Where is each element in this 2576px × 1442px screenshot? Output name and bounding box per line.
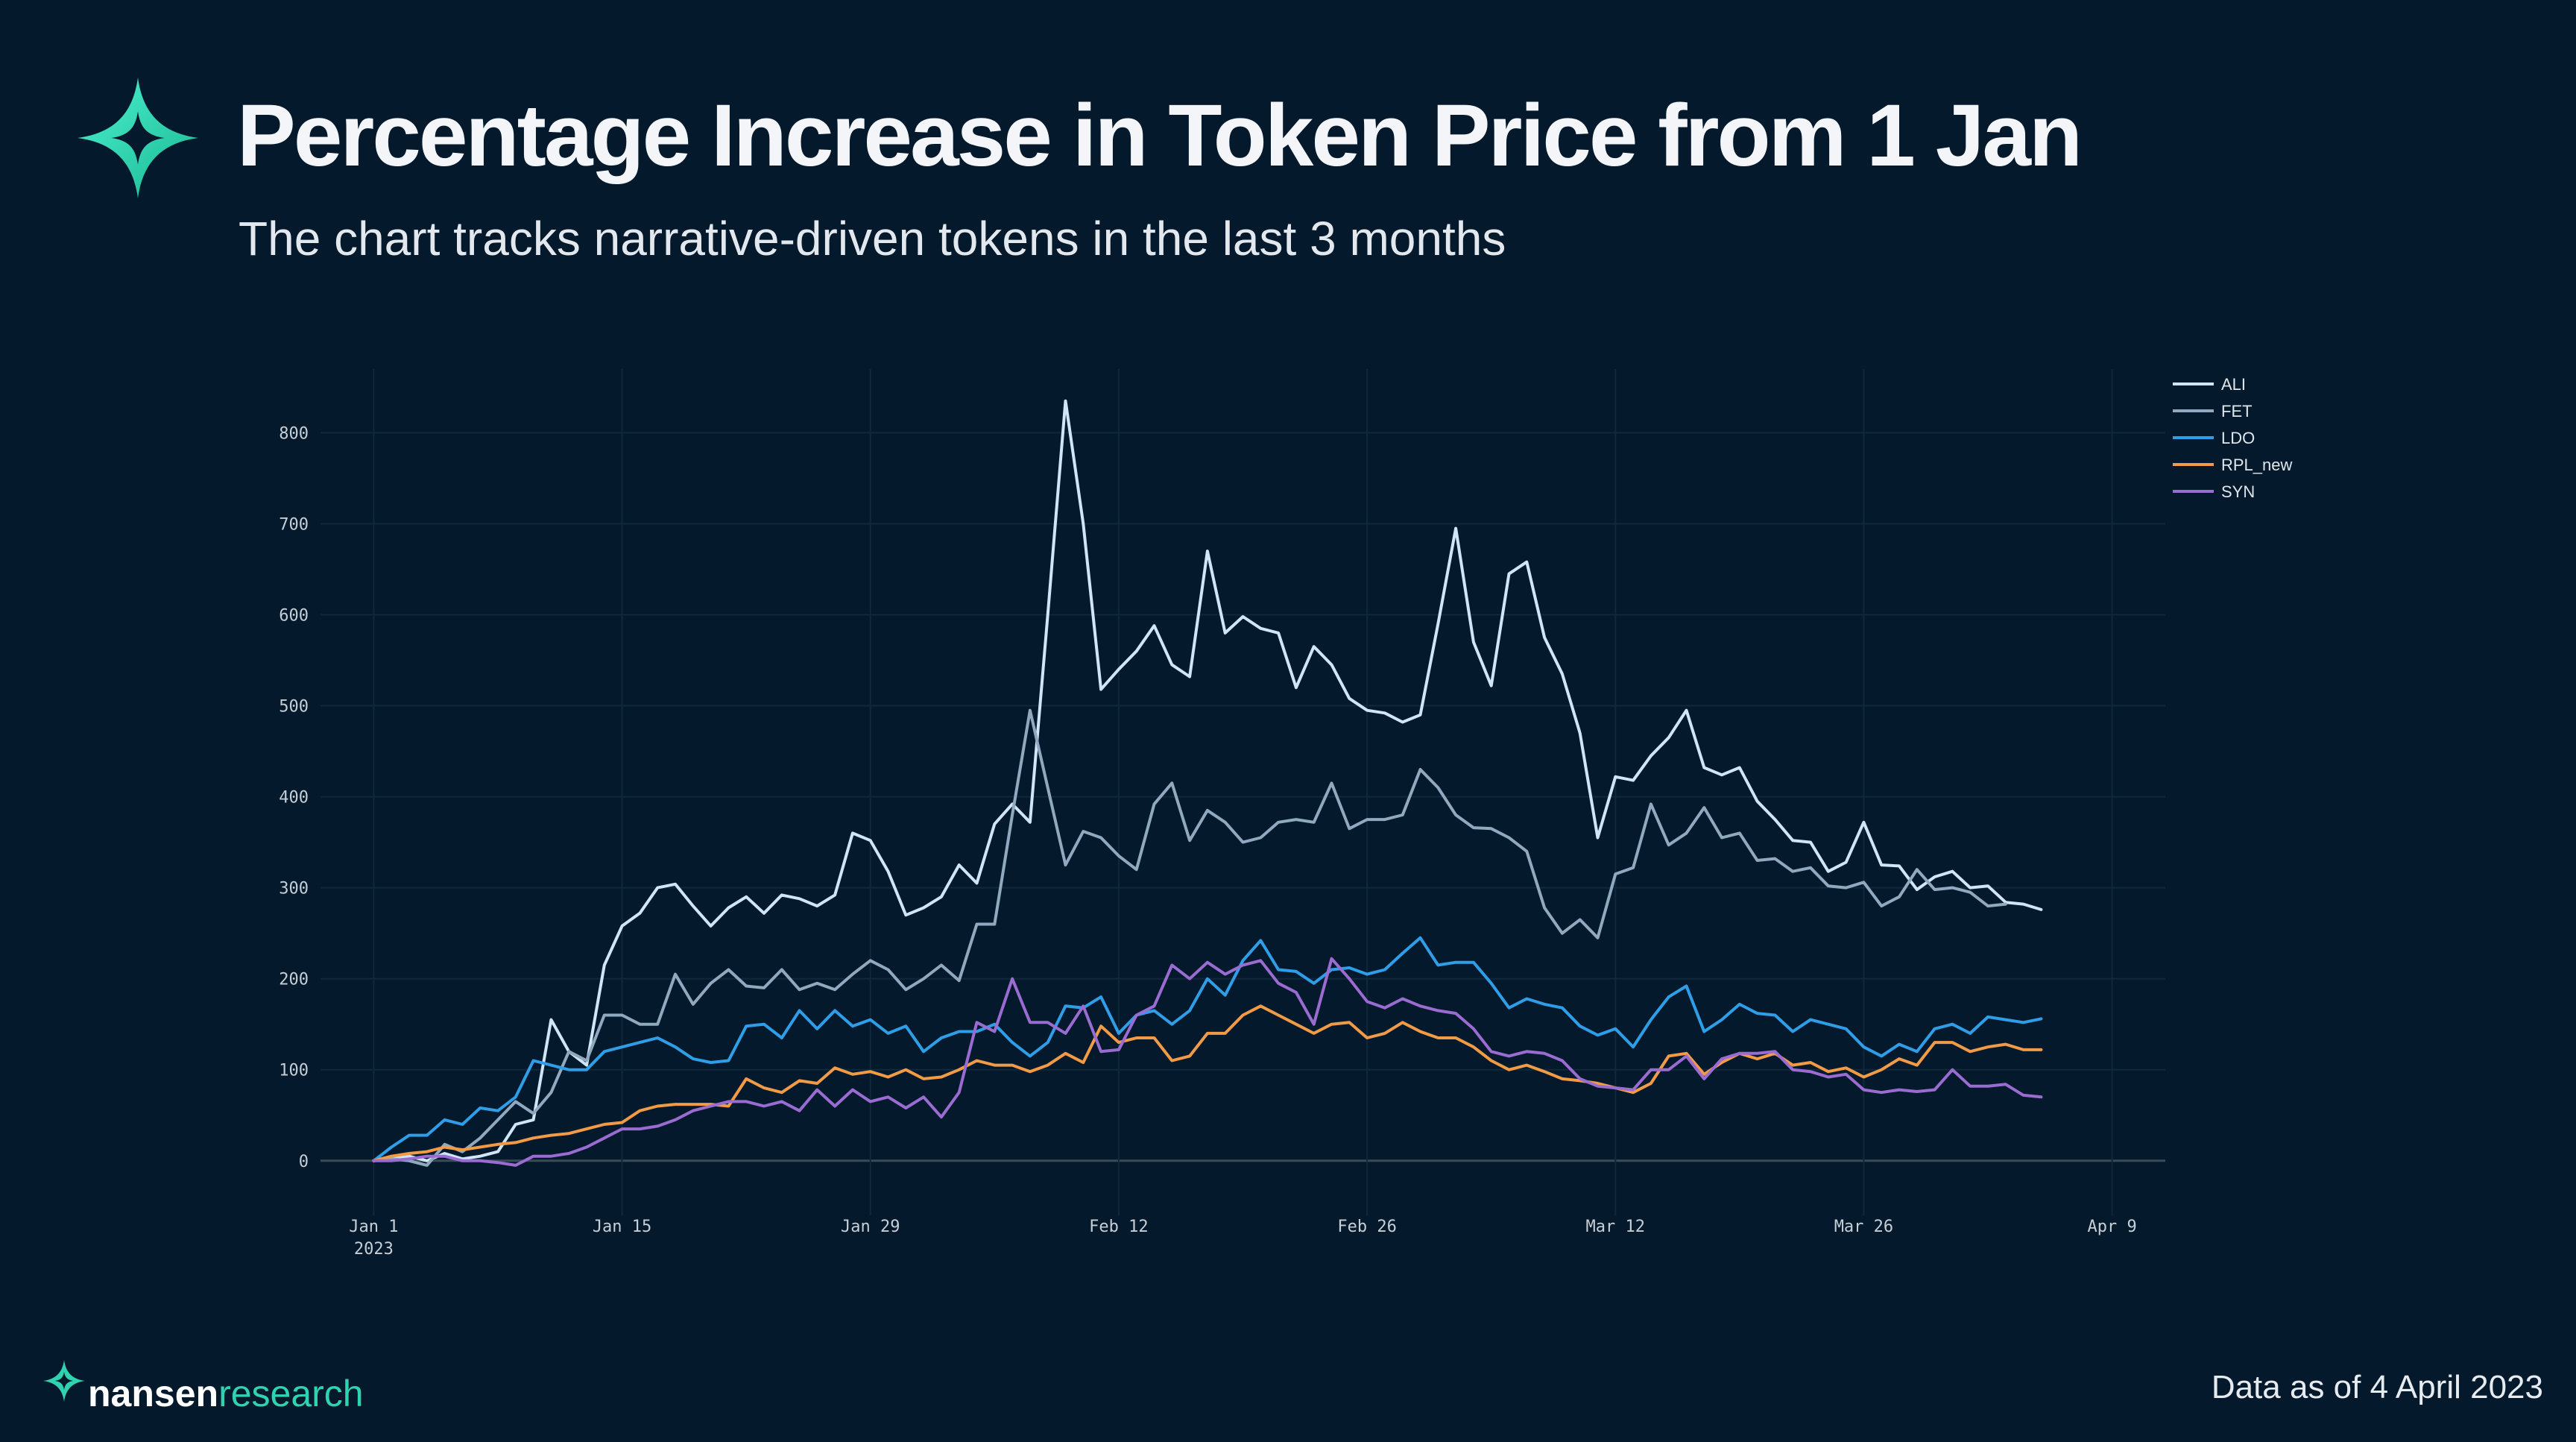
y-tick-label: 600 <box>279 607 309 626</box>
y-tick-label: 500 <box>279 698 309 717</box>
brand-logo: nansenresearch <box>43 1353 364 1412</box>
x-tick-label: Mar 26 <box>1834 1218 1893 1236</box>
y-tick-label: 300 <box>279 880 309 898</box>
grid <box>321 369 2165 1215</box>
chart-title: Percentage Increase in Token Price from … <box>237 86 2083 185</box>
brand-name: nansenresearch <box>88 1375 364 1412</box>
legend-label: FET <box>2221 402 2253 421</box>
nansen-brand-icon <box>43 1360 85 1402</box>
data-date-note: Data as of 4 April 2023 <box>2211 1369 2543 1405</box>
legend: ALI FET LDO RPL_new SYN <box>2173 375 2293 501</box>
x-tick-label: Jan 1 <box>349 1218 398 1236</box>
series-line-ali <box>372 399 2043 1162</box>
y-tick-label: 700 <box>279 515 309 534</box>
x-tick-label: Apr 9 <box>2087 1218 2136 1236</box>
x-axis-ticks: Jan 1 2023 Jan 15 Jan 29 Feb 12 Feb 26 Mar 12 M… <box>349 1218 2136 1259</box>
x-tick-label: Feb 12 <box>1089 1218 1148 1236</box>
nansen-star-logo-icon <box>78 78 198 198</box>
series-line-syn <box>372 957 2043 1167</box>
y-tick-label: 100 <box>279 1062 309 1080</box>
series-line-rpl-new <box>372 1004 2043 1162</box>
y-tick-label: 400 <box>279 789 309 807</box>
x-tick-label: Feb 26 <box>1337 1218 1396 1236</box>
x-tick-label: Jan 29 <box>841 1218 900 1236</box>
y-tick-label: 0 <box>299 1153 309 1171</box>
chart-subtitle: The chart tracks narrative-driven tokens… <box>239 212 1506 265</box>
brand-name-bold: nansen <box>88 1373 219 1414</box>
series-lines <box>372 399 2043 1167</box>
legend-label: SYN <box>2221 482 2255 501</box>
y-tick-label: 200 <box>279 971 309 989</box>
x-tick-label: Jan 15 <box>593 1218 651 1236</box>
legend-label: RPL_new <box>2221 456 2293 474</box>
legend-label: LDO <box>2221 429 2255 447</box>
y-tick-label: 800 <box>279 424 309 443</box>
series-line-fet <box>372 708 2007 1167</box>
x-tick-sublabel: 2023 <box>354 1240 394 1259</box>
legend-label: ALI <box>2221 375 2246 394</box>
x-tick-label: Mar 12 <box>1586 1218 1645 1236</box>
brand-name-light: research <box>218 1373 364 1414</box>
series-line-ldo <box>372 936 2043 1162</box>
y-axis-ticks: 0 100 200 300 400 500 600 700 800 <box>279 424 309 1171</box>
